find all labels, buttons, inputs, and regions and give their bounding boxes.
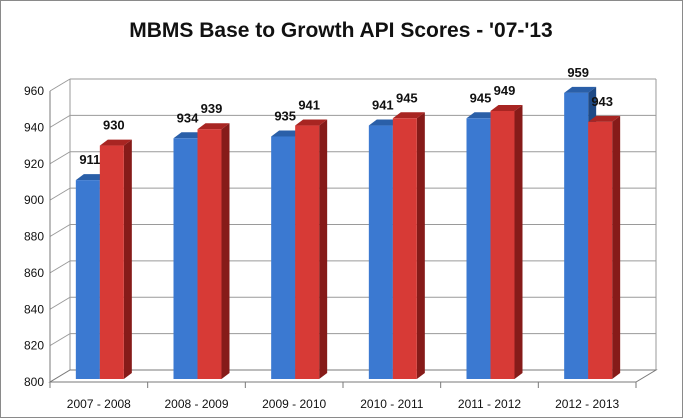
chart-title: MBMS Base to Growth API Scores - '07-'13 — [129, 19, 552, 42]
series2-bar — [197, 129, 222, 379]
series2-bar-side — [319, 119, 328, 380]
series1-bar — [271, 136, 296, 379]
y-tick-label: 900 — [24, 193, 44, 207]
y-tick-label: 920 — [24, 157, 44, 171]
series1-bar-top — [564, 86, 597, 93]
series2-bar — [295, 125, 320, 380]
series2-bar — [99, 145, 124, 379]
x-category-label: 2011 - 2012 — [458, 397, 521, 411]
series1-bar — [564, 92, 589, 379]
gridline-slant — [49, 187, 71, 201]
series2-bar-side — [221, 123, 230, 379]
series2-bar — [392, 118, 417, 379]
series2-bar-side — [123, 139, 132, 379]
y-tick-label: 940 — [24, 120, 44, 134]
series1-data-label: 934 — [177, 110, 199, 125]
gridline-slant — [49, 224, 71, 237]
series1-data-label: 935 — [274, 108, 296, 123]
series1-data-label: 941 — [372, 98, 394, 113]
series1-bar — [75, 180, 100, 379]
series2-bar-top — [99, 139, 132, 146]
series2-bar-side — [612, 115, 621, 379]
gridline-slant — [49, 260, 71, 274]
x-category-label: 2007 - 2008 — [67, 397, 131, 411]
gridline-slant — [49, 296, 71, 310]
gridline-slant — [49, 151, 71, 165]
x-category-label: 2008 - 2009 — [164, 397, 228, 411]
x-category-label: 2010 - 2011 — [360, 397, 423, 411]
series2-data-label: 949 — [494, 83, 516, 98]
series1-bar — [466, 118, 491, 379]
series2-bar-top — [490, 105, 523, 112]
series1-data-label: 911 — [79, 152, 100, 167]
y-axis-ticks: 800 820 840 860 880 900 920 940 960 — [24, 84, 44, 389]
y-tick-label: 840 — [24, 302, 44, 316]
series2-bar — [490, 111, 515, 379]
y-tick-label: 960 — [24, 84, 44, 98]
x-category-label: 2012 - 2013 — [555, 397, 619, 411]
series2-data-label: 945 — [396, 90, 418, 105]
series2-data-label: 939 — [201, 101, 223, 116]
series2-bar-top — [197, 123, 230, 130]
series2-data-label: 930 — [103, 118, 125, 133]
x-category-label: 2009 - 2010 — [262, 397, 326, 411]
x-axis-labels: 2007 - 2008 2008 - 2009 2009 - 2010 2010 - … — [67, 397, 620, 411]
series1-data-label: 959 — [567, 65, 589, 80]
series2-bar-top — [588, 115, 621, 122]
y-tick-label: 860 — [24, 266, 44, 280]
series1-bar — [368, 125, 393, 380]
y-tick-label: 880 — [24, 230, 44, 244]
series2-bar — [588, 121, 613, 379]
series2-bar-top — [295, 119, 328, 126]
series2-bar-side — [416, 112, 425, 379]
series2-bar-side — [514, 105, 523, 379]
gridline-slant — [49, 78, 71, 92]
series1-data-label: 945 — [470, 90, 492, 105]
series1-bar — [173, 138, 198, 379]
gridline-slant — [49, 333, 71, 347]
series2-data-label: 941 — [298, 98, 320, 113]
y-tick-label: 800 — [24, 375, 44, 389]
series2-bar-top — [392, 112, 425, 119]
series2-data-label: 943 — [591, 94, 613, 109]
gridline-slant — [49, 114, 71, 128]
y-tick-label: 820 — [24, 339, 44, 353]
